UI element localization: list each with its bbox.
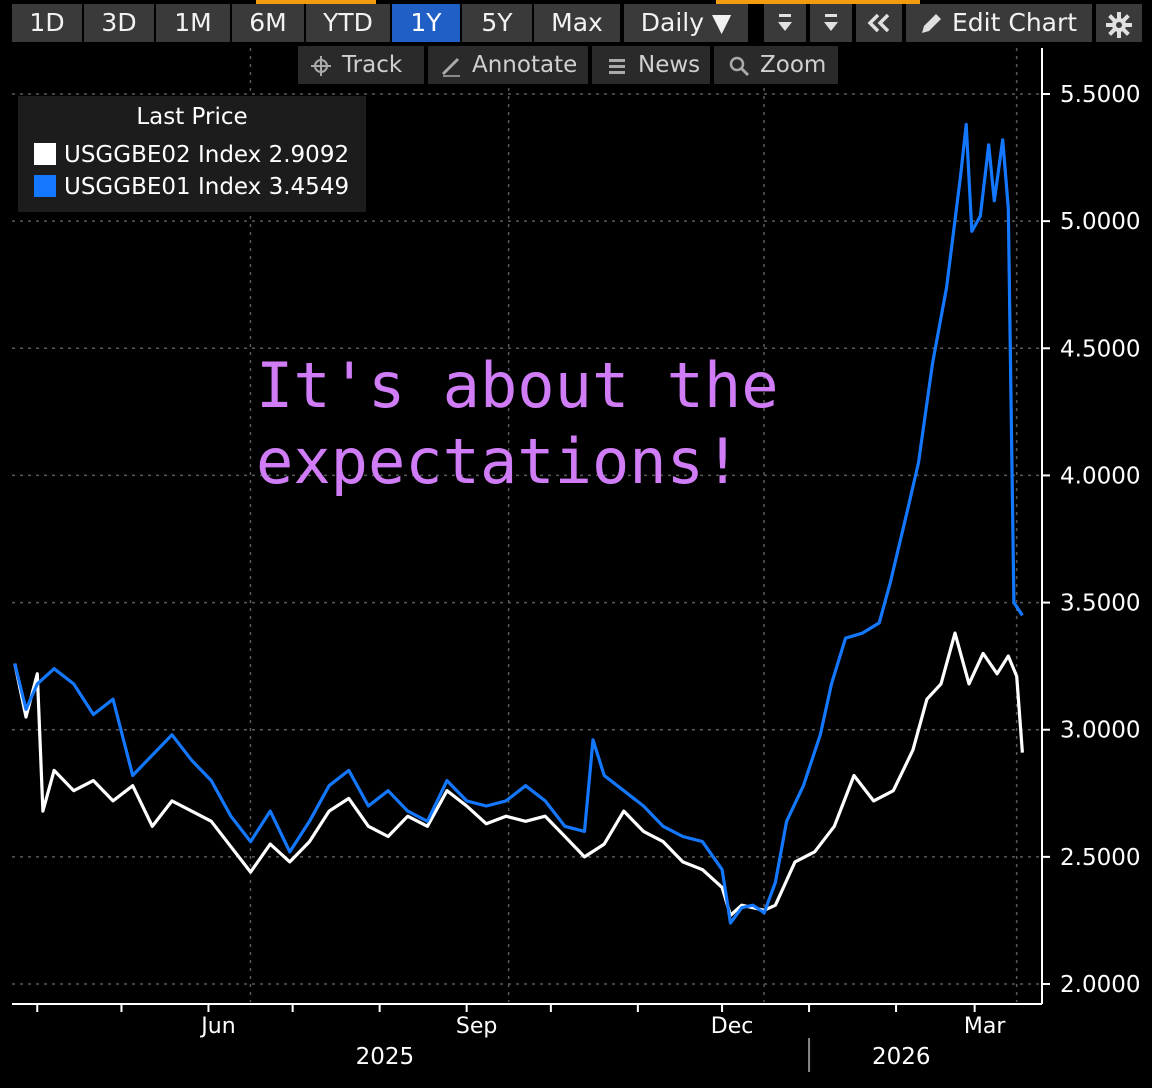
annotation-line-2: expectations!	[256, 425, 742, 498]
news-icon	[609, 58, 625, 74]
x-year-label: 2025	[356, 1044, 415, 1070]
legend-swatch-blue	[34, 175, 56, 197]
y-tick-label: 2.5000	[1060, 845, 1140, 871]
track-button[interactable]: Track	[298, 46, 424, 84]
legend-title: Last Price	[136, 104, 248, 130]
chart-annotation-text: It's about the expectations!	[256, 348, 779, 500]
pencil-icon	[922, 14, 941, 33]
range-button-max[interactable]: Max	[534, 4, 620, 42]
legend-series-name: USGGBE01 Index	[64, 174, 262, 200]
toolbar-accent-right	[716, 0, 920, 4]
range-button-1y[interactable]: 1Y	[392, 4, 460, 42]
news-button[interactable]: News	[592, 46, 710, 84]
legend-series-value: 3.4549	[268, 174, 350, 200]
edit-chart-button[interactable]: Edit Chart	[906, 4, 1092, 42]
chart-legend: Last Price USGGBE02 Index 2.9092 USGGBE0…	[18, 96, 366, 212]
toolbar-accent-left	[256, 0, 376, 4]
x-year-label: 2026	[872, 1044, 931, 1070]
y-tick-label: 3.0000	[1060, 718, 1140, 744]
legend-entry-usggbe02: USGGBE02 Index 2.9092	[34, 142, 349, 168]
legend-series-name: USGGBE02 Index	[64, 142, 262, 168]
annotation-line-1: It's about the	[256, 349, 779, 422]
edit-chart-label: Edit Chart	[952, 8, 1078, 37]
zoom-label: Zoom	[760, 52, 827, 78]
settings-button[interactable]	[1096, 4, 1142, 42]
annotate-label: Annotate	[472, 52, 578, 78]
y-tick-label: 4.5000	[1060, 336, 1140, 362]
range-button-5y[interactable]: 5Y	[462, 4, 532, 42]
x-tick-label: Mar	[964, 1014, 1006, 1039]
series-line-usggbe02	[13, 631, 1024, 917]
legend-entry-usggbe01: USGGBE01 Index 3.4549	[34, 174, 349, 200]
chart-type-dropdown[interactable]	[764, 4, 806, 42]
filter-down-icon	[778, 14, 792, 31]
filter-down-icon	[824, 14, 838, 31]
collapse-button[interactable]	[856, 4, 902, 42]
gear-icon	[1106, 12, 1132, 38]
range-button-1d[interactable]: 1D	[12, 4, 82, 42]
range-button-ytd[interactable]: YTD	[306, 4, 390, 42]
y-tick-label: 4.0000	[1060, 463, 1140, 489]
annotate-button[interactable]: Annotate	[428, 46, 588, 84]
legend-swatch-white	[34, 143, 56, 165]
range-button-3d[interactable]: 3D	[84, 4, 154, 42]
crosshair-icon	[311, 55, 331, 76]
x-tick-label: Jun	[199, 1014, 235, 1039]
x-tick-label: Sep	[456, 1014, 497, 1039]
magnifier-icon	[729, 56, 750, 76]
news-label: News	[638, 52, 701, 78]
frequency-dropdown[interactable]: Daily ▼	[624, 4, 748, 42]
double-chevron-left-icon	[867, 13, 890, 33]
chart-toolbar: 1D 3D 1M 6M YTD 1Y 5Y Max Daily ▼ Edit C…	[0, 0, 1152, 46]
track-label: Track	[342, 52, 403, 78]
y-tick-label: 2.0000	[1060, 972, 1140, 998]
x-tick-label: Dec	[711, 1014, 754, 1039]
y-tick-label: 5.5000	[1060, 82, 1140, 108]
zoom-button[interactable]: Zoom	[714, 46, 838, 84]
range-button-1m[interactable]: 1M	[156, 4, 230, 42]
y-tick-label: 5.0000	[1060, 209, 1140, 235]
settings-dropdown[interactable]	[810, 4, 852, 42]
legend-series-value: 2.9092	[268, 142, 350, 168]
range-button-6m[interactable]: 6M	[232, 4, 304, 42]
pencil-line-icon	[441, 57, 460, 77]
series-line-usggbe01	[13, 122, 1024, 925]
y-tick-label: 3.5000	[1060, 591, 1140, 617]
